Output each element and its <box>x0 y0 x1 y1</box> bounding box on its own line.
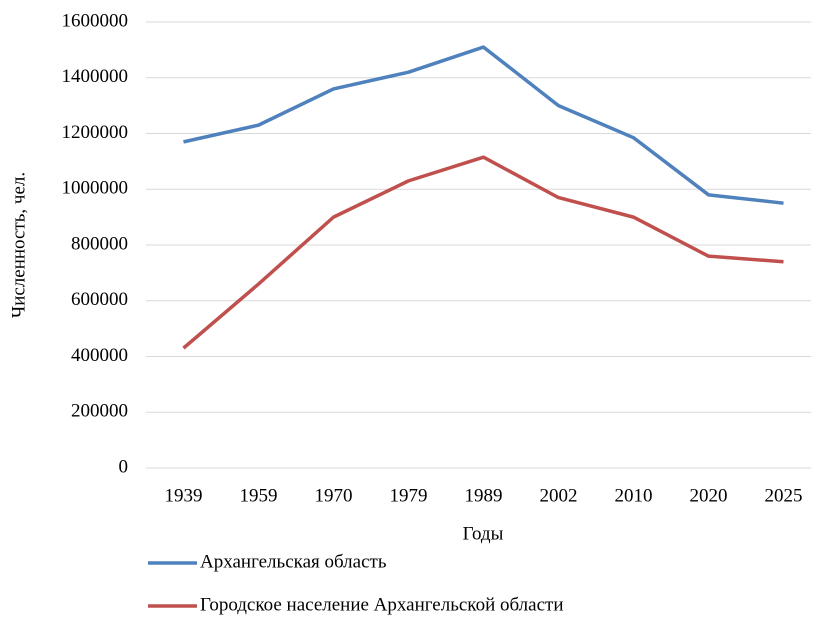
y-tick-label: 600000 <box>71 289 128 310</box>
x-tick-label: 2020 <box>690 485 728 506</box>
y-tick-label: 1200000 <box>62 122 129 143</box>
y-tick-label: 400000 <box>71 345 128 366</box>
y-axis-label: Численность, чел. <box>8 172 29 318</box>
x-tick-label: 1989 <box>465 485 503 506</box>
legend-label: Городское население Архангельской област… <box>200 594 564 615</box>
legend-label: Архангельская область <box>200 551 387 572</box>
line-series <box>183 45 784 205</box>
x-tick-label: 1970 <box>315 485 353 506</box>
y-tick-label: 800000 <box>71 233 128 254</box>
line-series <box>182 155 784 350</box>
y-tick-label: 200000 <box>71 401 128 422</box>
y-tick-label: 1000000 <box>62 178 129 199</box>
x-tick-label: 2002 <box>540 485 578 506</box>
y-tick-label: 1600000 <box>62 10 129 31</box>
x-tick-label: 2010 <box>615 485 653 506</box>
x-tick-label: 1959 <box>240 485 278 506</box>
x-axis-label: Годы <box>463 523 504 544</box>
y-tick-label: 0 <box>119 456 129 477</box>
x-tick-label: 1939 <box>165 485 203 506</box>
y-tick-label: 1400000 <box>62 66 129 87</box>
x-tick-label: 1979 <box>390 485 428 506</box>
x-tick-label: 2025 <box>765 485 803 506</box>
